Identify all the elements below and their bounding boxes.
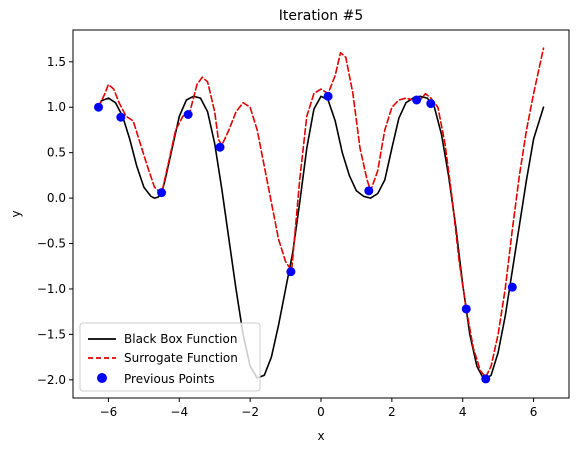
previous-point bbox=[215, 142, 225, 152]
y-tick-label: −1.0 bbox=[37, 282, 66, 296]
previous-point bbox=[481, 374, 491, 384]
y-tick-label: 1.0 bbox=[47, 100, 66, 114]
surrogate-function-line bbox=[97, 47, 545, 378]
legend-label-surrogate: Surrogate Function bbox=[124, 351, 238, 365]
previous-point bbox=[286, 267, 296, 277]
previous-point bbox=[116, 112, 126, 122]
legend-box bbox=[79, 322, 261, 392]
legend: Black Box Function Surrogate Function Pr… bbox=[79, 322, 261, 392]
y-tick-label: −2.0 bbox=[37, 373, 66, 387]
legend-label-points: Previous Points bbox=[124, 372, 215, 386]
y-tick-label: 0.0 bbox=[47, 191, 66, 205]
legend-swatch-points bbox=[97, 373, 107, 383]
previous-point bbox=[157, 188, 167, 198]
previous-point bbox=[364, 186, 374, 196]
y-tick-label: −0.5 bbox=[37, 237, 66, 251]
y-tick-label: −1.5 bbox=[37, 327, 66, 341]
x-tick-label: −6 bbox=[100, 405, 118, 419]
x-axis: −6 −4 −2 0 2 4 6 bbox=[100, 398, 538, 419]
x-tick-label: 0 bbox=[317, 405, 325, 419]
x-tick-label: 4 bbox=[459, 405, 467, 419]
chart-title: Iteration #5 bbox=[279, 8, 363, 24]
previous-point bbox=[461, 304, 471, 314]
y-tick-label: 0.5 bbox=[47, 146, 66, 160]
x-tick-label: −4 bbox=[170, 405, 188, 419]
y-axis: −2.0 −1.5 −1.0 −0.5 0.0 0.5 1.0 1.5 bbox=[37, 55, 73, 387]
y-axis-label: y bbox=[9, 210, 23, 217]
x-axis-label: x bbox=[317, 429, 324, 443]
y-tick-label: 1.5 bbox=[47, 55, 66, 69]
legend-label-black-box: Black Box Function bbox=[124, 332, 237, 346]
previous-point bbox=[412, 95, 422, 105]
previous-point bbox=[323, 91, 333, 101]
previous-point bbox=[507, 282, 517, 292]
x-tick-label: 2 bbox=[388, 405, 396, 419]
previous-point bbox=[183, 110, 193, 120]
x-tick-label: −2 bbox=[241, 405, 259, 419]
previous-point bbox=[426, 99, 436, 109]
previous-point bbox=[94, 102, 104, 112]
x-tick-label: 6 bbox=[530, 405, 538, 419]
